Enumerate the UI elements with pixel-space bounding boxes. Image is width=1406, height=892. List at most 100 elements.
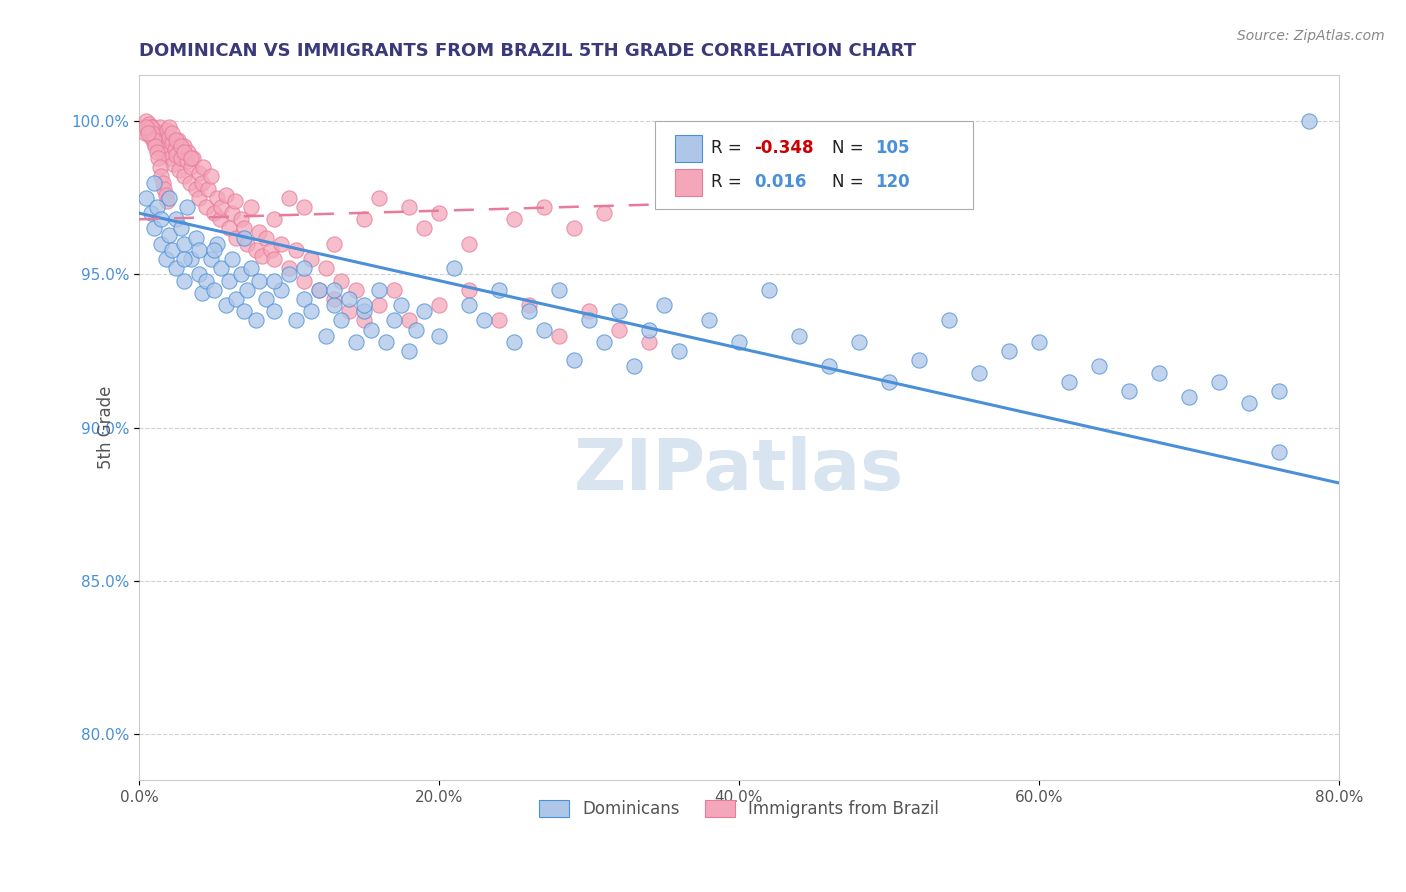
Point <box>173 138 195 153</box>
Point <box>218 221 240 235</box>
Point <box>157 145 180 159</box>
Point <box>232 230 254 244</box>
Point <box>1028 334 1050 349</box>
Point <box>877 375 900 389</box>
Text: R =: R = <box>711 139 747 157</box>
Point <box>292 292 315 306</box>
Point <box>263 212 285 227</box>
Point <box>149 160 172 174</box>
Point <box>668 344 690 359</box>
Point <box>162 157 184 171</box>
Text: N =: N = <box>832 139 869 157</box>
Point <box>533 323 555 337</box>
Point <box>136 127 159 141</box>
Point <box>157 120 180 135</box>
Point <box>533 200 555 214</box>
Point <box>263 252 285 267</box>
Point <box>412 221 434 235</box>
Point <box>180 151 202 165</box>
Point <box>1087 359 1109 374</box>
Point <box>229 212 252 227</box>
Point <box>215 187 238 202</box>
Point <box>398 200 420 214</box>
Text: 105: 105 <box>876 139 910 157</box>
Point <box>353 304 375 318</box>
Point <box>398 313 420 327</box>
Point <box>299 252 322 267</box>
Point <box>167 132 190 146</box>
Point <box>412 304 434 318</box>
Text: 0.016: 0.016 <box>755 173 807 192</box>
Point <box>1057 375 1080 389</box>
Point <box>150 142 173 156</box>
Point <box>200 169 222 184</box>
Point <box>562 221 585 235</box>
Point <box>758 283 780 297</box>
Point <box>145 138 167 153</box>
Point <box>143 132 166 146</box>
Point <box>353 212 375 227</box>
Point <box>209 200 232 214</box>
Point <box>139 206 162 220</box>
Point <box>131 120 153 135</box>
Point <box>187 268 209 282</box>
Text: R =: R = <box>711 173 747 192</box>
Point <box>1147 366 1170 380</box>
Point <box>260 243 283 257</box>
Point <box>176 200 198 214</box>
Point <box>240 261 263 276</box>
Point <box>180 252 202 267</box>
Point <box>322 236 344 251</box>
Point <box>330 313 353 327</box>
Point <box>607 323 630 337</box>
Point <box>143 136 166 150</box>
Point <box>443 261 465 276</box>
Point <box>292 261 315 276</box>
Point <box>398 344 420 359</box>
Text: Source: ZipAtlas.com: Source: ZipAtlas.com <box>1237 29 1385 43</box>
Point <box>169 163 191 178</box>
Point <box>135 191 157 205</box>
Point <box>488 283 510 297</box>
Point <box>787 328 810 343</box>
Point <box>245 243 267 257</box>
Point <box>152 132 174 146</box>
Point <box>150 236 173 251</box>
Text: N =: N = <box>832 173 869 192</box>
Point <box>184 181 207 195</box>
Point <box>344 283 367 297</box>
Point <box>292 200 315 214</box>
Point <box>197 181 219 195</box>
Point <box>277 261 299 276</box>
Point <box>1237 396 1260 410</box>
Point <box>938 313 960 327</box>
Point <box>592 334 614 349</box>
Point <box>143 176 166 190</box>
Point <box>224 194 246 208</box>
Point <box>236 236 259 251</box>
Point <box>382 283 405 297</box>
Point <box>607 304 630 318</box>
Point <box>353 313 375 327</box>
Point <box>697 313 720 327</box>
Point <box>360 323 382 337</box>
Point <box>1267 384 1289 398</box>
Point <box>337 292 360 306</box>
Point <box>150 169 173 184</box>
Point <box>173 145 195 159</box>
Point <box>153 148 176 162</box>
Point <box>270 283 292 297</box>
Point <box>135 114 157 128</box>
Point <box>187 191 209 205</box>
Point <box>502 334 524 349</box>
Point <box>153 181 176 195</box>
Point <box>277 268 299 282</box>
Point <box>145 127 167 141</box>
Point <box>502 212 524 227</box>
FancyBboxPatch shape <box>655 121 973 209</box>
Point <box>517 298 540 312</box>
Point <box>177 145 200 159</box>
Point <box>907 353 929 368</box>
Point <box>562 353 585 368</box>
Point <box>202 283 225 297</box>
